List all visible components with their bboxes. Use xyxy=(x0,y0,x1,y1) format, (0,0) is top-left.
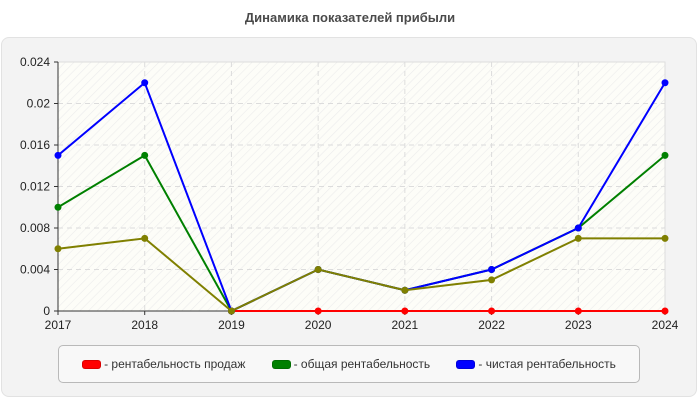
x-tick-label: 2021 xyxy=(392,318,419,332)
y-tick-label: 0 xyxy=(43,304,50,318)
data-point[interactable] xyxy=(488,266,496,273)
data-point[interactable] xyxy=(314,307,322,315)
series-line xyxy=(54,234,669,315)
series-line xyxy=(227,307,669,315)
x-tick-label: 2018 xyxy=(131,318,158,332)
data-point[interactable] xyxy=(574,224,582,232)
data-point[interactable] xyxy=(401,286,409,294)
x-tick-label: 2017 xyxy=(45,318,72,332)
legend-label: - общая рентабельность xyxy=(293,357,431,371)
x-tick-label: 2019 xyxy=(218,318,245,332)
y-tick-label: 0.004 xyxy=(20,263,50,277)
y-tick-label: 0.02 xyxy=(27,97,51,111)
data-point[interactable] xyxy=(141,151,149,159)
blue-swatch-icon xyxy=(456,359,476,369)
legend-item-sales-profitability[interactable]: - рентабельность продаж xyxy=(82,357,245,371)
x-tick-label: 2022 xyxy=(478,318,505,332)
x-tick-label: 2020 xyxy=(305,318,332,332)
data-point[interactable] xyxy=(54,151,62,159)
red-swatch-icon xyxy=(82,359,102,369)
data-point[interactable] xyxy=(488,307,496,315)
data-point[interactable] xyxy=(661,307,669,315)
data-point[interactable] xyxy=(54,203,62,211)
data-point[interactable] xyxy=(574,234,582,242)
y-tick-label: 0.008 xyxy=(20,221,50,235)
data-point[interactable] xyxy=(141,234,149,242)
legend-item-total-profitability[interactable]: - общая рентабельность xyxy=(271,357,431,371)
data-point[interactable] xyxy=(141,79,149,87)
green-swatch-icon xyxy=(271,359,291,369)
y-tick-label: 0.016 xyxy=(20,138,50,152)
y-tick-label: 0.012 xyxy=(20,180,50,194)
data-point[interactable] xyxy=(314,266,322,273)
y-tick-label: 0.024 xyxy=(20,55,50,69)
data-point[interactable] xyxy=(401,307,409,315)
data-point[interactable] xyxy=(661,234,669,242)
data-point[interactable] xyxy=(661,151,669,159)
grid-lines xyxy=(58,62,665,311)
data-point[interactable] xyxy=(227,307,235,315)
legend-label: - чистая рентабельность xyxy=(478,357,616,371)
x-tick-label: 2024 xyxy=(652,318,679,332)
x-tick-label: 2023 xyxy=(565,318,592,332)
data-point[interactable] xyxy=(54,245,62,253)
chart-title: Динамика показателей прибыли xyxy=(244,10,456,25)
data-point[interactable] xyxy=(661,79,669,87)
data-point[interactable] xyxy=(488,276,496,284)
legend-item-net-profitability[interactable]: - чистая рентабельность xyxy=(456,357,616,371)
legend-label: - рентабельность продаж xyxy=(104,357,246,371)
data-series xyxy=(54,79,669,315)
data-point[interactable] xyxy=(574,307,582,315)
legend: - рентабельность продаж - общая рентабел… xyxy=(58,345,640,383)
